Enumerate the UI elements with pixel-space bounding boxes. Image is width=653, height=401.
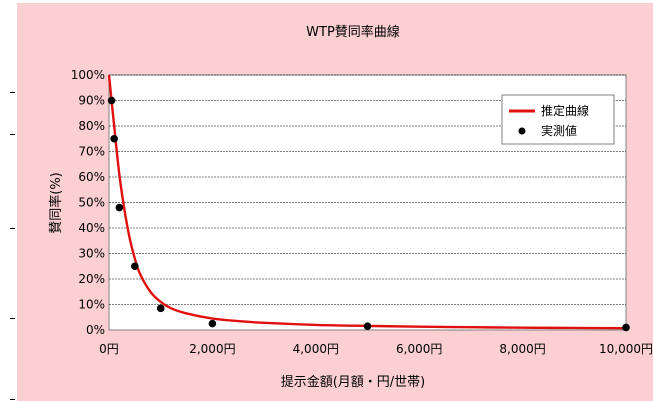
x-tick-label: 4,000円 — [293, 342, 339, 356]
y-tick-label: 100% — [71, 68, 105, 82]
data-point-measured — [208, 319, 217, 328]
left-strip — [0, 0, 16, 401]
x-tick-label: 6,000円 — [396, 342, 442, 356]
legend: 推定曲線 実測値 — [501, 94, 615, 145]
y-tick-label: 70% — [78, 145, 105, 159]
legend-label-measured: 実測値 — [541, 123, 577, 138]
x-axis-ticks: 0円 2,000円 4,000円 6,000円 8,000円 10,000円 — [99, 342, 653, 356]
x-tick-label: 2,000円 — [189, 342, 235, 356]
x-axis-title: 提示金額(月額・円/世帯) — [281, 374, 426, 390]
chart-title: WTP賛同率曲線 — [306, 24, 400, 40]
data-point-measured — [115, 203, 124, 212]
legend-swatch-measured — [518, 127, 526, 135]
y-tick-label: 20% — [78, 272, 105, 286]
data-point-measured — [363, 322, 372, 330]
x-tick-label: 10,000円 — [599, 342, 653, 356]
x-tick-label: 0円 — [99, 342, 119, 356]
data-point-measured — [131, 262, 139, 271]
legend-box — [501, 94, 615, 145]
chart-svg: 0% 10% 20% 30% 40% 50% 60% 70% 80% 90% 100% 0円 2,00… — [48, 24, 653, 390]
x-tick-label: 8,000円 — [499, 342, 545, 356]
y-tick-label: 80% — [78, 119, 105, 133]
y-tick-label: 90% — [78, 94, 105, 108]
data-point-measured — [622, 323, 630, 332]
data-point-measured — [156, 304, 165, 313]
y-tick-label: 40% — [78, 221, 105, 235]
series-line-estimate — [107, 74, 627, 330]
y-tick-label: 50% — [78, 196, 105, 210]
data-point-measured — [110, 134, 118, 143]
y-axis-title: 賛同率(%) — [48, 172, 64, 234]
data-point-measured — [107, 96, 116, 105]
series-group — [107, 74, 630, 332]
y-tick-label: 30% — [78, 247, 105, 261]
legend-label-estimate: 推定曲線 — [541, 103, 589, 118]
y-axis-ticks: 0% 10% 20% 30% 40% 50% 60% 70% 80% 90% 100% — [71, 68, 105, 337]
y-tick-label: 10% — [78, 298, 105, 312]
chart-area: 0% 10% 20% 30% 40% 50% 60% 70% 80% 90% 100% 0円 2,00… — [17, 3, 653, 401]
y-tick-label: 0% — [86, 323, 105, 337]
y-tick-label: 60% — [78, 170, 105, 184]
